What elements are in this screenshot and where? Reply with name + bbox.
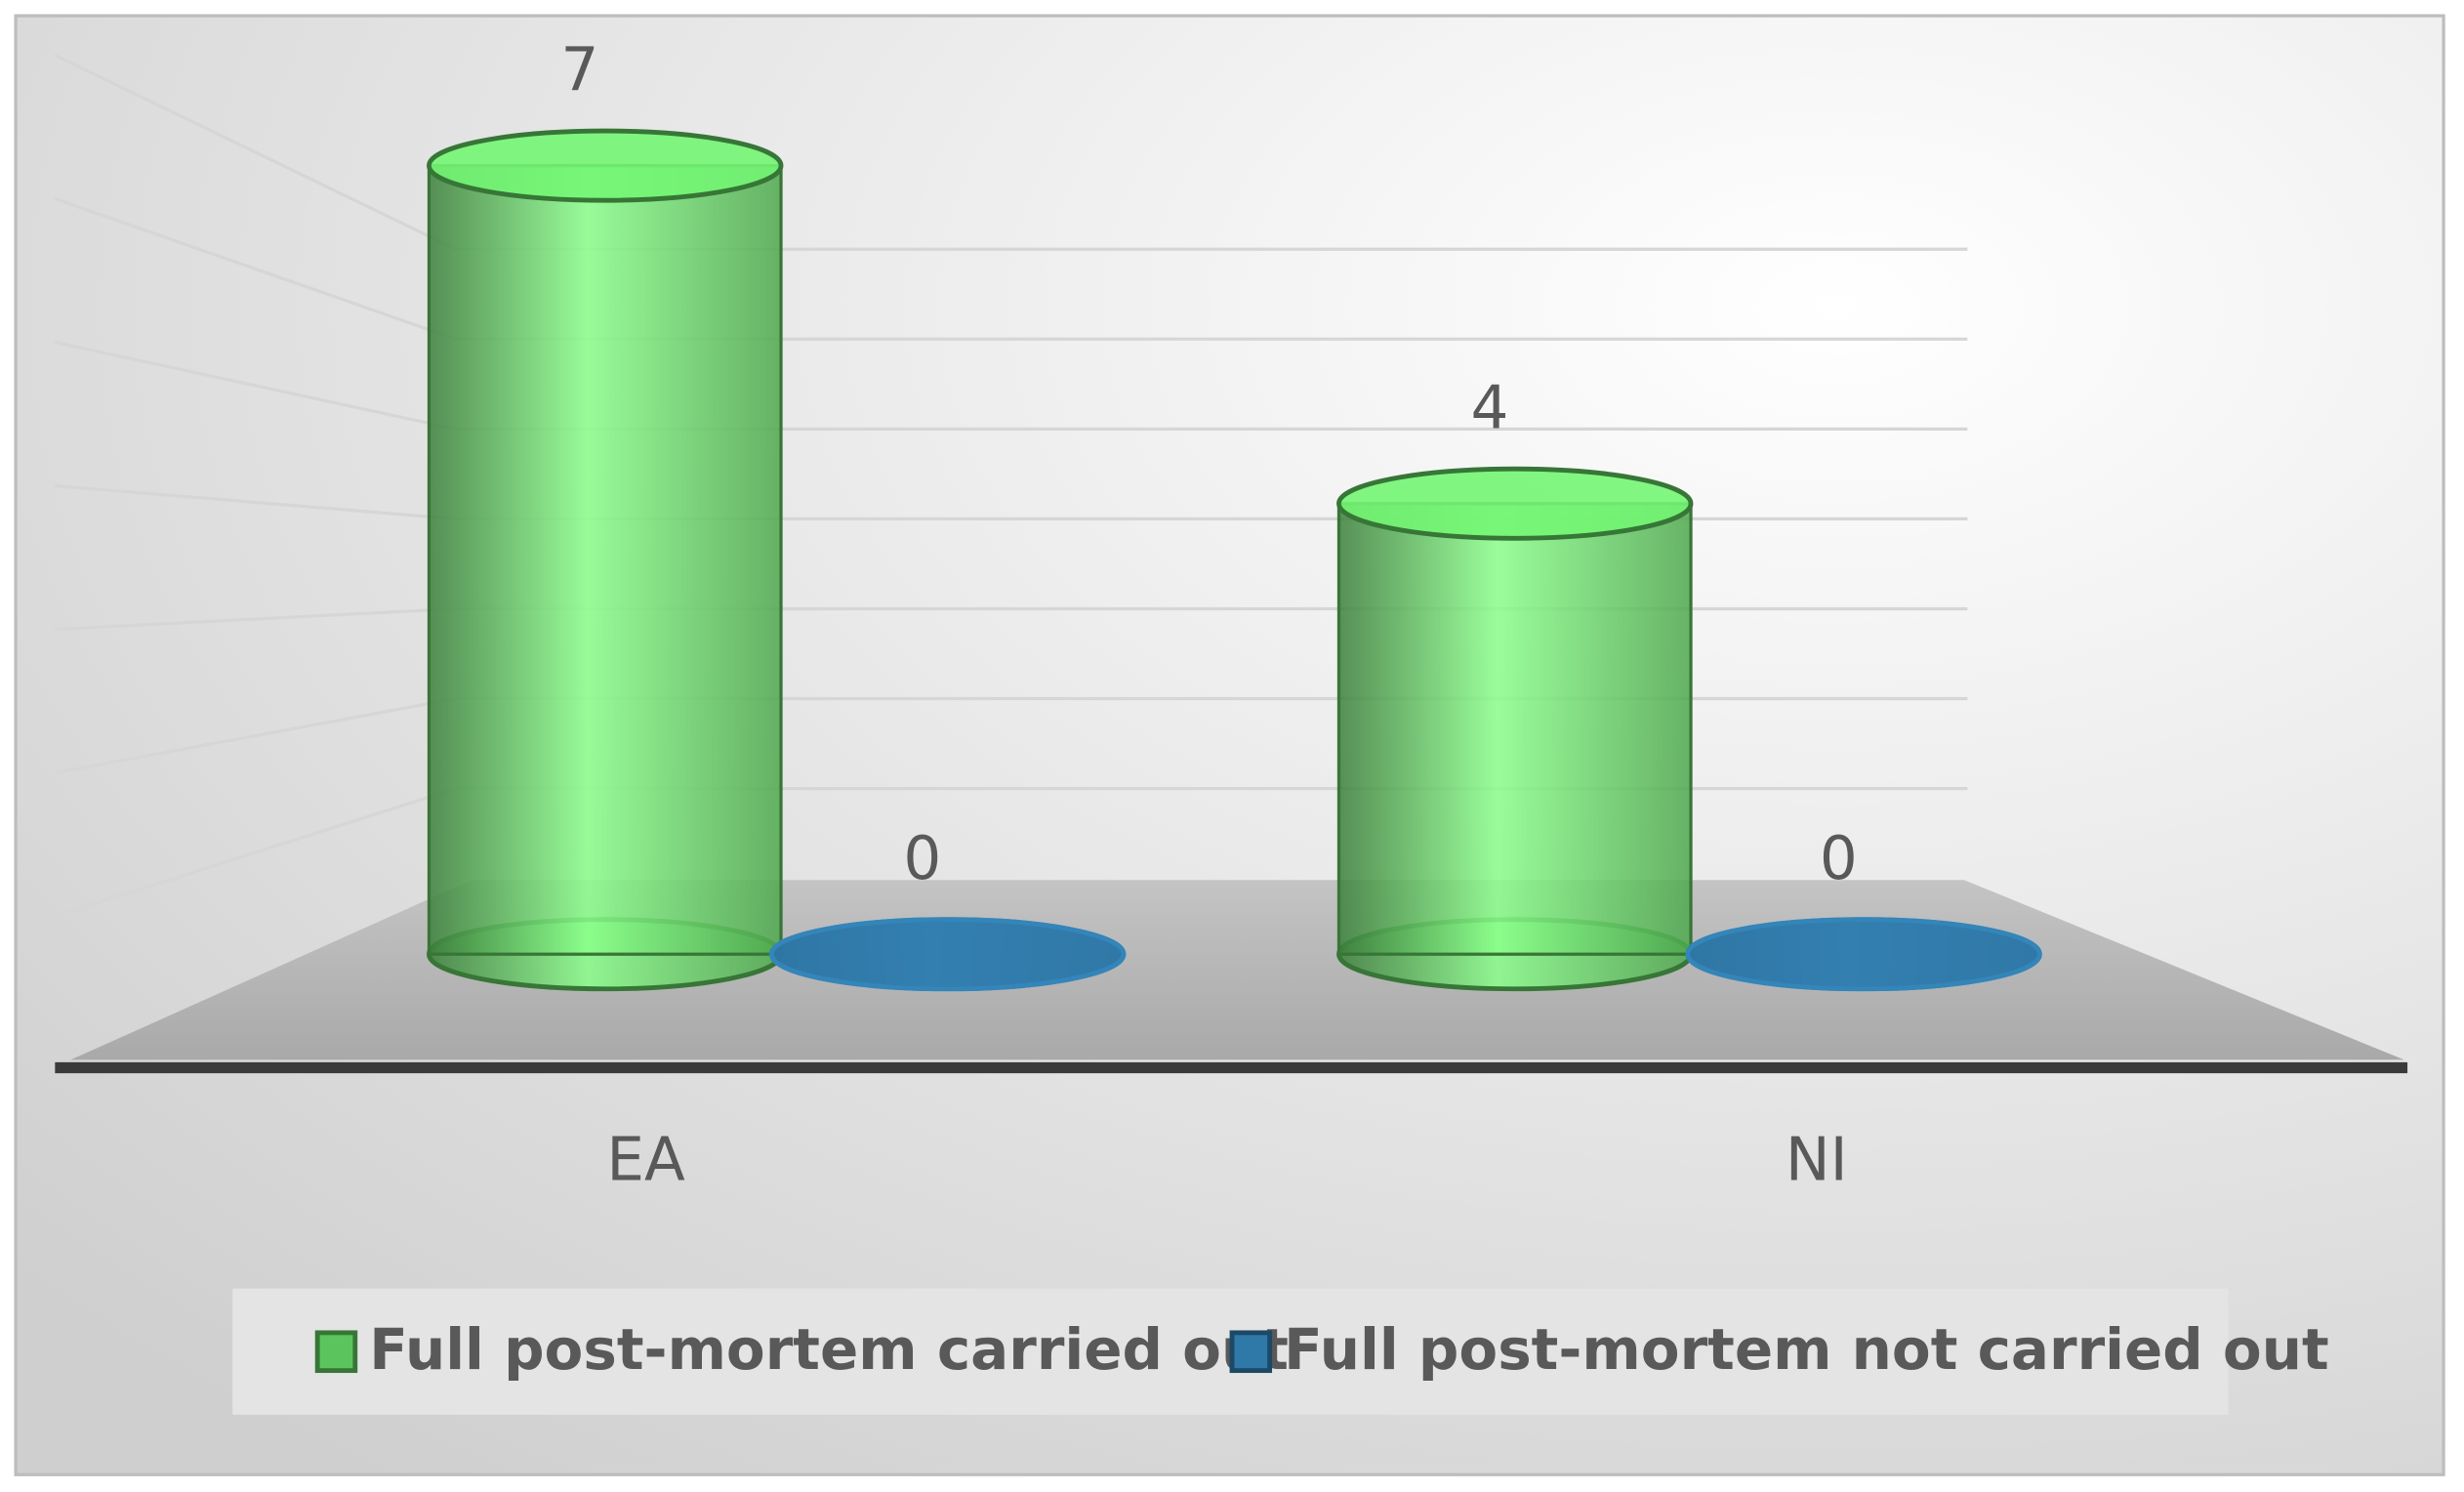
x-tick-label: EA: [606, 1126, 685, 1195]
legend-swatch: [1229, 1330, 1273, 1374]
legend-label: Full post-mortem carried out: [369, 1316, 1289, 1383]
cylinder-top: [1336, 466, 1694, 541]
cylinder-top: [1685, 917, 2042, 992]
bar: [1336, 502, 1693, 956]
data-label: 0: [1820, 824, 1858, 893]
data-label: 0: [903, 824, 941, 893]
data-label: 4: [1471, 374, 1509, 443]
cylinder-top: [427, 128, 784, 203]
bar: [427, 164, 783, 956]
legend-label: Full post-mortem not carried out: [1284, 1316, 2329, 1383]
chart-area: [14, 14, 2445, 1476]
cylinder-top: [768, 917, 1127, 992]
legend-swatch: [314, 1330, 358, 1374]
bars: [427, 128, 2042, 992]
x-tick-label: NI: [1786, 1126, 1848, 1195]
data-label: 7: [561, 35, 599, 104]
